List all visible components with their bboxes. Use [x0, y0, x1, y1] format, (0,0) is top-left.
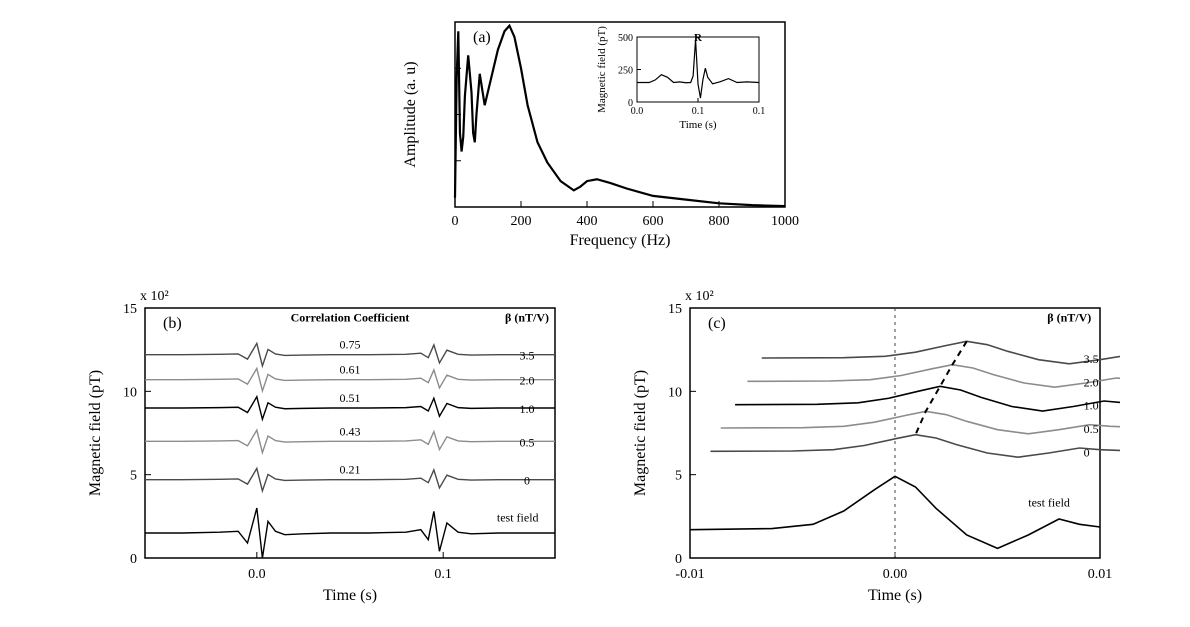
- svg-text:-0.01: -0.01: [675, 567, 704, 582]
- svg-text:10: 10: [668, 385, 682, 400]
- svg-text:5: 5: [130, 469, 137, 484]
- svg-text:test field: test field: [497, 510, 539, 524]
- svg-text:15: 15: [123, 302, 137, 317]
- svg-text:250: 250: [618, 66, 633, 77]
- svg-text:Amplitude (a. u): Amplitude (a. u): [402, 61, 419, 167]
- svg-text:10: 10: [123, 385, 137, 400]
- svg-text:400: 400: [577, 214, 598, 229]
- figure-page: 02004006008001000Frequency (Hz)Amplitude…: [0, 0, 1190, 627]
- svg-text:800: 800: [709, 214, 730, 229]
- svg-text:0: 0: [452, 214, 459, 229]
- svg-text:β (nT/V): β (nT/V): [1047, 310, 1091, 324]
- svg-text:600: 600: [643, 214, 664, 229]
- svg-text:0.51: 0.51: [340, 391, 361, 405]
- svg-text:0.1: 0.1: [753, 106, 766, 117]
- svg-text:2.0: 2.0: [1084, 375, 1099, 389]
- svg-text:0.5: 0.5: [520, 435, 535, 449]
- svg-text:0.61: 0.61: [340, 363, 361, 377]
- panel-b: 0.0 0.1 0 5 10 15x 10² Correlation Coefficient…: [75, 278, 575, 608]
- svg-text:0.1: 0.1: [434, 567, 452, 582]
- svg-text:Time (s): Time (s): [323, 587, 377, 604]
- svg-text:0.75: 0.75: [340, 338, 361, 352]
- panel-a: 0 200 400 600 800 1000 Frequency (Hz) Amplitude…: [390, 10, 800, 255]
- svg-text:(c): (c): [708, 315, 726, 332]
- svg-text:0.21: 0.21: [340, 463, 361, 477]
- panel-c-svg: -0.01 0.00 0.01 0 5 10 15x 10² β (nT/V) 3.5 2.0 1.…: [620, 278, 1120, 608]
- svg-text:R: R: [694, 32, 703, 44]
- svg-text:0.00: 0.00: [883, 567, 908, 582]
- svg-text:Time (s): Time (s): [868, 587, 922, 604]
- svg-text:Magnetic field (pT): Magnetic field (pT): [596, 26, 608, 113]
- svg-text:5: 5: [675, 469, 682, 484]
- svg-text:1.0: 1.0: [520, 402, 535, 416]
- svg-text:0.0: 0.0: [248, 567, 266, 582]
- svg-text:Frequency (Hz): Frequency (Hz): [570, 232, 671, 249]
- svg-text:0: 0: [1084, 445, 1090, 459]
- svg-text:0.5: 0.5: [1084, 422, 1099, 436]
- svg-text:2.0: 2.0: [520, 374, 535, 388]
- svg-text:0: 0: [130, 552, 137, 567]
- svg-text:β (nT/V): β (nT/V): [505, 310, 549, 324]
- panel-a-svg: 0 200 400 600 800 1000 Frequency (Hz) Amplitude…: [390, 10, 800, 255]
- svg-text:0.1: 0.1: [692, 106, 705, 117]
- svg-text:0.01: 0.01: [1088, 567, 1113, 582]
- panel-c: -0.01 0.00 0.01 0 5 10 15x 10² β (nT/V) 3.5 2.0 1.…: [620, 278, 1120, 608]
- svg-text:(b): (b): [163, 315, 182, 332]
- svg-text:Time (s): Time (s): [679, 119, 717, 131]
- svg-text:3.5: 3.5: [1084, 352, 1099, 366]
- svg-text:Magnetic field (pT): Magnetic field (pT): [87, 370, 104, 496]
- svg-text:0.43: 0.43: [340, 424, 361, 438]
- svg-text:x 10²: x 10²: [140, 289, 169, 304]
- svg-text:1000: 1000: [771, 214, 799, 229]
- svg-text:500: 500: [618, 33, 633, 44]
- svg-text:Magnetic field (pT): Magnetic field (pT): [632, 370, 649, 496]
- svg-text:(a): (a): [473, 29, 491, 46]
- svg-text:0: 0: [524, 474, 530, 488]
- svg-text:3.5: 3.5: [520, 349, 535, 363]
- panel-b-svg: 0.0 0.1 0 5 10 15x 10² Correlation Coefficient…: [75, 278, 575, 608]
- svg-text:0: 0: [675, 552, 682, 567]
- svg-text:x 10²: x 10²: [685, 289, 714, 304]
- svg-text:200: 200: [511, 214, 532, 229]
- svg-text:1.0: 1.0: [1084, 399, 1099, 413]
- svg-text:0: 0: [628, 98, 633, 109]
- svg-text:test field: test field: [1028, 495, 1070, 509]
- svg-text:15: 15: [668, 302, 682, 317]
- svg-text:Correlation Coefficient: Correlation Coefficient: [291, 310, 410, 324]
